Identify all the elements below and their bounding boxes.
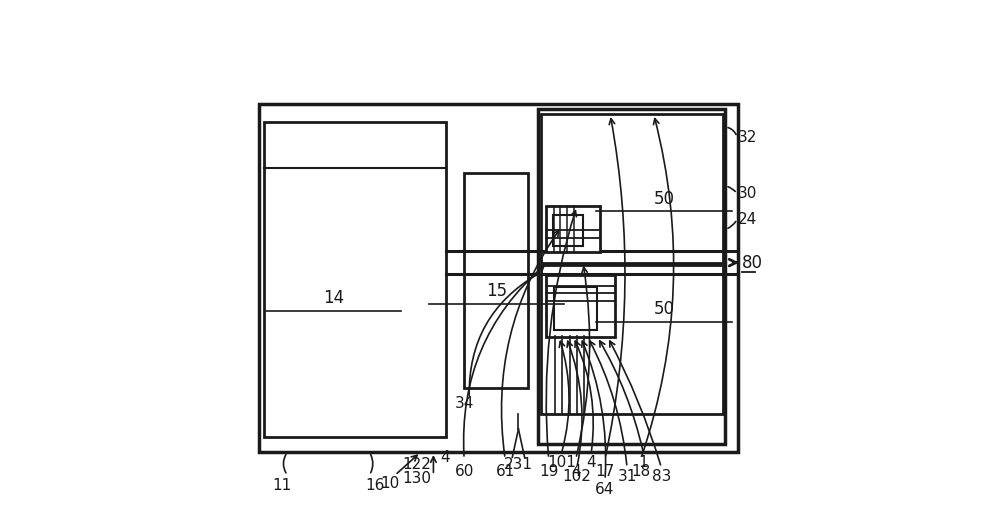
Text: 32: 32 — [738, 130, 758, 145]
Text: 60: 60 — [454, 464, 474, 479]
Text: 11: 11 — [273, 478, 292, 493]
Text: 34: 34 — [454, 396, 474, 411]
Bar — [546, 207, 600, 252]
Text: 80: 80 — [742, 253, 763, 271]
Bar — [264, 122, 446, 437]
Text: 30: 30 — [738, 186, 758, 201]
Bar — [538, 109, 725, 444]
Bar — [546, 276, 615, 337]
Text: 61: 61 — [495, 464, 515, 479]
Text: 50: 50 — [653, 300, 674, 318]
Text: 24: 24 — [738, 212, 757, 227]
Bar — [541, 265, 723, 414]
Text: 64: 64 — [595, 482, 615, 496]
Text: 4: 4 — [440, 450, 450, 465]
Bar — [553, 215, 583, 246]
Text: 102: 102 — [562, 469, 591, 484]
Text: 101: 101 — [547, 455, 576, 470]
Text: 130: 130 — [402, 471, 431, 486]
Bar — [554, 287, 597, 330]
Text: 10: 10 — [380, 476, 399, 491]
Text: 83: 83 — [652, 469, 671, 484]
Text: 16: 16 — [365, 478, 384, 493]
Text: 17: 17 — [595, 464, 615, 479]
Bar — [259, 104, 738, 452]
Text: 14: 14 — [323, 289, 344, 307]
Text: 15: 15 — [486, 282, 507, 300]
Text: 1: 1 — [639, 455, 648, 470]
Text: 50: 50 — [653, 190, 674, 208]
Bar — [541, 114, 723, 263]
Text: 4: 4 — [586, 455, 596, 470]
Text: 122: 122 — [402, 457, 431, 472]
Text: 231: 231 — [503, 457, 532, 472]
Text: 18: 18 — [631, 464, 650, 479]
Bar — [464, 173, 528, 388]
Text: 31: 31 — [617, 469, 637, 484]
Text: 19: 19 — [539, 464, 558, 479]
Text: 4: 4 — [571, 464, 581, 479]
